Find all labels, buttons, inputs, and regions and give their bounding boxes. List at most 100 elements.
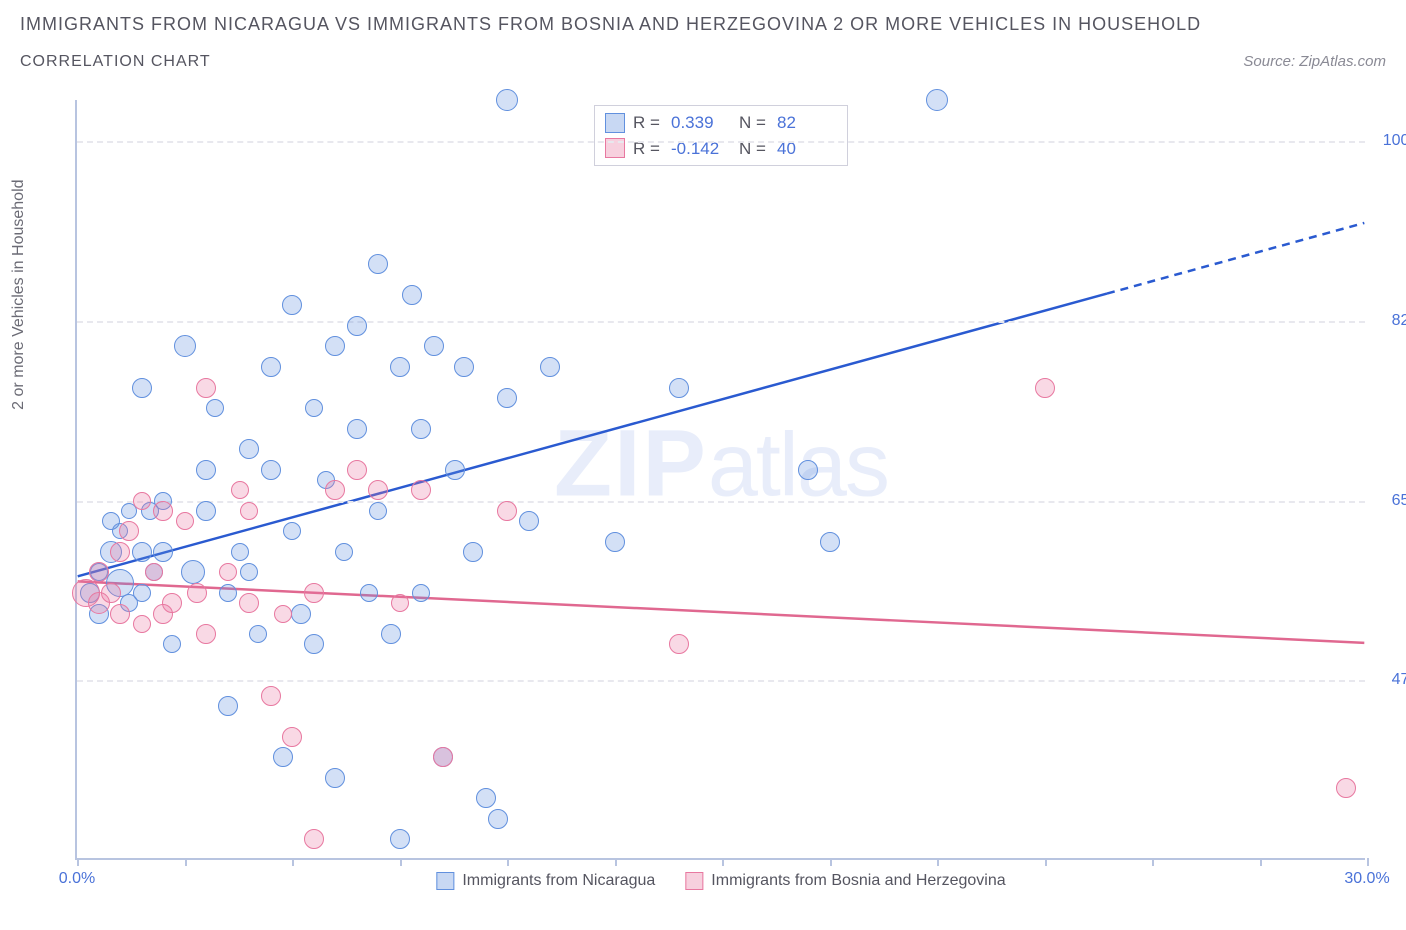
data-point (305, 399, 323, 417)
x-tick (830, 858, 832, 866)
data-point (196, 624, 216, 644)
data-point (196, 501, 216, 521)
x-tick (1045, 858, 1047, 866)
x-tick (77, 858, 79, 866)
data-point (497, 501, 517, 521)
data-point (454, 357, 474, 377)
data-point (239, 439, 259, 459)
page-title: Immigrants from Nicaragua vs Immigrants … (20, 14, 1386, 35)
data-point (291, 604, 311, 624)
y-tick-label: 82.5% (1392, 312, 1406, 330)
data-point (153, 542, 173, 562)
chart-container: 2 or more Vehicles in Household ZIPatlas… (20, 95, 1386, 895)
grid-line (77, 321, 1365, 323)
data-point (261, 460, 281, 480)
r-label: R = (633, 110, 663, 136)
data-point (282, 727, 302, 747)
grid-line (77, 680, 1365, 682)
data-point (496, 89, 518, 111)
data-point (381, 624, 401, 644)
data-point (304, 634, 324, 654)
data-point (411, 480, 431, 500)
data-point (798, 460, 818, 480)
data-point (176, 512, 194, 530)
data-point (433, 747, 453, 767)
y-axis-label: 2 or more Vehicles in Household (10, 179, 28, 409)
data-point (369, 502, 387, 520)
data-point (926, 89, 948, 111)
data-point (605, 532, 625, 552)
data-point (239, 593, 259, 613)
y-tick-label: 47.5% (1392, 671, 1406, 689)
trend-line (78, 294, 1107, 577)
data-point (261, 686, 281, 706)
x-tick (722, 858, 724, 866)
legend-item-pink: Immigrants from Bosnia and Herzegovina (685, 872, 1005, 890)
data-point (163, 635, 181, 653)
data-point (133, 584, 151, 602)
data-point (274, 605, 292, 623)
data-point (411, 419, 431, 439)
data-point (304, 583, 324, 603)
data-point (261, 357, 281, 377)
data-point (476, 788, 496, 808)
stats-row-blue: R = 0.339 N = 82 (605, 110, 837, 136)
y-tick-label: 65.0% (1392, 492, 1406, 510)
x-tick (1152, 858, 1154, 866)
data-point (325, 768, 345, 788)
data-point (119, 521, 139, 541)
data-point (368, 254, 388, 274)
data-point (174, 335, 196, 357)
x-tick (507, 858, 509, 866)
data-point (110, 604, 130, 624)
data-point (110, 542, 130, 562)
data-point (424, 336, 444, 356)
legend-label-pink: Immigrants from Bosnia and Herzegovina (711, 872, 1005, 890)
source-credit: Source: ZipAtlas.com (1243, 53, 1386, 70)
r-value-pink: -0.142 (671, 136, 731, 162)
data-point (347, 419, 367, 439)
data-point (497, 388, 517, 408)
data-point (445, 460, 465, 480)
data-point (240, 563, 258, 581)
n-value-pink: 40 (777, 136, 837, 162)
data-point (391, 594, 409, 612)
data-point (360, 584, 378, 602)
n-label: N = (739, 136, 769, 162)
data-point (820, 532, 840, 552)
data-point (325, 336, 345, 356)
series-legend: Immigrants from Nicaragua Immigrants fro… (436, 872, 1005, 890)
data-point (249, 625, 267, 643)
data-point (187, 583, 207, 603)
trend-line-dashed (1107, 223, 1364, 294)
x-tick (1260, 858, 1262, 866)
legend-label-blue: Immigrants from Nicaragua (462, 872, 655, 890)
swatch-blue-icon (605, 113, 625, 133)
data-point (218, 696, 238, 716)
data-point (390, 829, 410, 849)
data-point (196, 460, 216, 480)
data-point (132, 542, 152, 562)
source-name: ZipAtlas.com (1299, 53, 1386, 70)
trend-line (78, 581, 1365, 642)
data-point (368, 480, 388, 500)
data-point (240, 502, 258, 520)
data-point (282, 295, 302, 315)
swatch-blue-icon (436, 872, 454, 890)
data-point (181, 560, 205, 584)
data-point (231, 481, 249, 499)
data-point (1336, 778, 1356, 798)
swatch-pink-icon (685, 872, 703, 890)
grid-line (77, 501, 1365, 503)
data-point (145, 563, 163, 581)
data-point (335, 543, 353, 561)
plot-area: ZIPatlas R = 0.339 N = 82 R = -0.142 N =… (75, 100, 1365, 860)
data-point (133, 615, 151, 633)
data-point (347, 316, 367, 336)
legend-item-blue: Immigrants from Nicaragua (436, 872, 655, 890)
subtitle-row: Correlation Chart Source: ZipAtlas.com (20, 53, 1386, 71)
y-tick-label: 100.0% (1383, 132, 1406, 150)
data-point (347, 460, 367, 480)
stats-legend: R = 0.339 N = 82 R = -0.142 N = 40 (594, 105, 848, 166)
data-point (304, 829, 324, 849)
